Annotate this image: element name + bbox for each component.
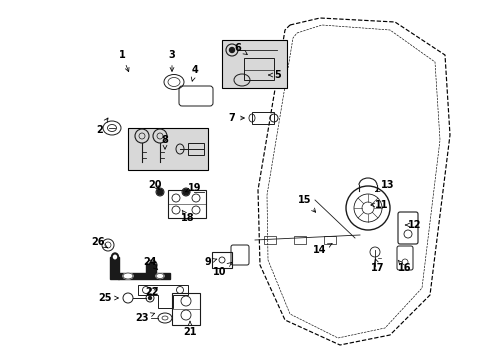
Bar — [324, 236, 335, 244]
Text: 25: 25 — [98, 293, 118, 303]
Text: 18: 18 — [181, 210, 194, 223]
Bar — [187, 143, 203, 155]
Text: 8: 8 — [161, 135, 168, 149]
Ellipse shape — [111, 253, 118, 261]
Text: 4: 4 — [191, 65, 198, 81]
Text: 14: 14 — [313, 244, 331, 255]
Text: 24: 24 — [143, 257, 158, 270]
Ellipse shape — [148, 297, 151, 300]
Text: 21: 21 — [183, 321, 196, 337]
Circle shape — [149, 262, 155, 268]
Bar — [172, 293, 200, 325]
Text: 3: 3 — [168, 50, 175, 71]
Text: 20: 20 — [148, 180, 162, 190]
Bar — [251, 112, 273, 124]
Text: 22: 22 — [145, 287, 159, 297]
Circle shape — [229, 48, 234, 53]
Bar — [293, 236, 305, 244]
Bar — [110, 257, 119, 279]
Text: 16: 16 — [397, 260, 411, 273]
Polygon shape — [118, 264, 170, 279]
Text: 19: 19 — [185, 183, 202, 193]
Ellipse shape — [123, 273, 133, 279]
Bar — [212, 252, 231, 268]
Text: 1: 1 — [119, 50, 129, 72]
Text: 2: 2 — [97, 118, 108, 135]
Text: 12: 12 — [405, 220, 421, 230]
Circle shape — [157, 189, 163, 195]
Bar — [222, 40, 286, 88]
Text: 7: 7 — [228, 113, 244, 123]
Text: 15: 15 — [298, 195, 315, 212]
Text: 10: 10 — [213, 262, 231, 277]
Ellipse shape — [156, 274, 163, 279]
Text: 11: 11 — [370, 200, 388, 210]
Text: 6: 6 — [234, 43, 247, 54]
Text: 23: 23 — [135, 313, 154, 323]
Ellipse shape — [113, 255, 116, 259]
Circle shape — [183, 189, 189, 195]
Bar — [244, 58, 273, 80]
Bar — [168, 190, 205, 218]
Text: 26: 26 — [91, 237, 107, 248]
Text: 9: 9 — [204, 257, 217, 267]
Text: 17: 17 — [370, 259, 384, 273]
Text: 5: 5 — [268, 70, 281, 80]
Bar — [264, 236, 275, 244]
Text: 13: 13 — [375, 180, 394, 192]
Bar — [128, 128, 207, 170]
